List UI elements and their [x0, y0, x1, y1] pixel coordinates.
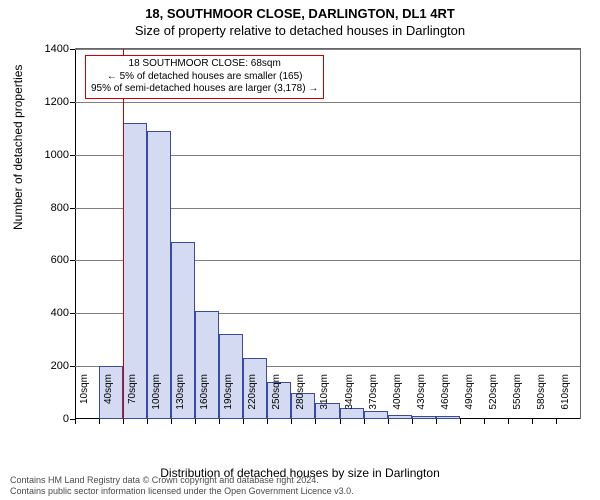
x-tick-mark — [75, 419, 76, 424]
x-tick-mark — [460, 419, 461, 424]
y-tick-label: 200 — [35, 360, 69, 372]
x-tick-label: 130sqm — [175, 374, 186, 424]
page-title: 18, SOUTHMOOR CLOSE, DARLINGTON, DL1 4RT — [0, 0, 600, 21]
y-axis — [75, 49, 76, 419]
x-tick-mark — [195, 419, 196, 424]
x-tick-mark — [267, 419, 268, 424]
x-tick-label: 100sqm — [151, 374, 162, 424]
x-tick-label: 10sqm — [79, 374, 90, 424]
x-tick-mark — [556, 419, 557, 424]
x-tick-label: 190sqm — [223, 374, 234, 424]
x-tick-mark — [388, 419, 389, 424]
x-tick-mark — [171, 419, 172, 424]
x-tick-label: 40sqm — [103, 374, 114, 424]
x-tick-mark — [99, 419, 100, 424]
annotation-line1: 18 SOUTHMOOR CLOSE: 68sqm — [91, 58, 318, 71]
plot-area: 0200400600800100012001400 — [75, 49, 580, 419]
y-tick-label: 1200 — [35, 96, 69, 108]
gridline — [75, 102, 580, 103]
y-tick-mark — [70, 313, 75, 314]
x-tick-mark — [484, 419, 485, 424]
x-tick-mark — [219, 419, 220, 424]
x-tick-label: 250sqm — [271, 374, 282, 424]
annotation-line2: ← 5% of detached houses are smaller (165… — [91, 71, 318, 84]
x-tick-mark — [340, 419, 341, 424]
x-tick-label: 490sqm — [464, 374, 475, 424]
reference-line — [123, 49, 124, 419]
x-tick-label: 520sqm — [488, 374, 499, 424]
x-tick-label: 460sqm — [440, 374, 451, 424]
x-tick-label: 430sqm — [416, 374, 427, 424]
x-tick-label: 280sqm — [295, 374, 306, 424]
x-tick-label: 580sqm — [536, 374, 547, 424]
y-tick-label: 400 — [35, 307, 69, 319]
page-subtitle: Size of property relative to detached ho… — [0, 21, 600, 38]
y-tick-label: 800 — [35, 202, 69, 214]
y-tick-mark — [70, 155, 75, 156]
y-tick-label: 1000 — [35, 149, 69, 161]
y-tick-label: 1400 — [35, 43, 69, 55]
x-tick-mark — [147, 419, 148, 424]
annotation-box: 18 SOUTHMOOR CLOSE: 68sqm ← 5% of detach… — [85, 55, 324, 99]
x-tick-mark — [123, 419, 124, 424]
footer-line2: Contains public sector information licen… — [10, 486, 354, 497]
histogram-chart: 0200400600800100012001400 — [75, 48, 581, 419]
x-tick-mark — [508, 419, 509, 424]
x-tick-mark — [412, 419, 413, 424]
x-tick-label: 220sqm — [247, 374, 258, 424]
y-tick-mark — [70, 208, 75, 209]
x-tick-mark — [315, 419, 316, 424]
x-tick-label: 400sqm — [392, 374, 403, 424]
y-axis-label: Number of detached properties — [11, 65, 25, 230]
annotation-line3: 95% of semi-detached houses are larger (… — [91, 83, 318, 96]
x-tick-label: 370sqm — [368, 374, 379, 424]
x-tick-mark — [532, 419, 533, 424]
x-tick-label: 550sqm — [512, 374, 523, 424]
x-tick-mark — [243, 419, 244, 424]
x-tick-mark — [436, 419, 437, 424]
x-tick-label: 70sqm — [127, 374, 138, 424]
x-tick-mark — [364, 419, 365, 424]
y-tick-mark — [70, 102, 75, 103]
y-tick-label: 0 — [35, 413, 69, 425]
x-tick-label: 610sqm — [560, 374, 571, 424]
y-tick-mark — [70, 260, 75, 261]
x-tick-mark — [291, 419, 292, 424]
y-tick-mark — [70, 49, 75, 50]
footer-line1: Contains HM Land Registry data © Crown c… — [10, 475, 354, 486]
gridline — [75, 49, 580, 50]
y-tick-mark — [70, 366, 75, 367]
x-tick-label: 310sqm — [319, 374, 330, 424]
footer-attribution: Contains HM Land Registry data © Crown c… — [10, 475, 354, 497]
y-tick-label: 600 — [35, 254, 69, 266]
x-tick-label: 340sqm — [344, 374, 355, 424]
x-tick-label: 160sqm — [199, 374, 210, 424]
